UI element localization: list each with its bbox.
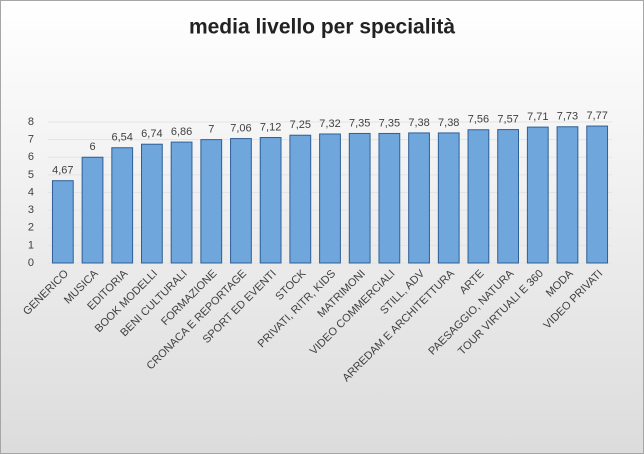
value-label: 7,73 <box>557 111 578 123</box>
y-tick-label: 1 <box>28 239 34 251</box>
y-tick-label: 0 <box>28 257 34 269</box>
value-label: 7 <box>208 124 214 136</box>
value-label: 6 <box>89 141 95 153</box>
value-label: 7,35 <box>379 117 400 129</box>
bar <box>289 134 312 264</box>
bar <box>51 180 74 264</box>
value-label: 7,77 <box>586 110 607 122</box>
value-label: 4,67 <box>52 165 73 177</box>
y-tick-label: 4 <box>28 186 34 198</box>
value-label: 7,25 <box>290 119 311 131</box>
value-label: 7,38 <box>438 117 459 129</box>
bar <box>81 156 104 264</box>
bar <box>141 143 163 264</box>
value-label: 7,35 <box>349 117 370 129</box>
y-tick-label: 7 <box>28 134 34 146</box>
bar <box>467 129 490 264</box>
bar <box>378 132 401 264</box>
value-label: 7,71 <box>527 111 548 123</box>
chart-title: media livello per specialità <box>189 16 455 39</box>
bar <box>319 133 341 264</box>
bar <box>408 132 430 264</box>
value-label: 6,86 <box>171 126 192 138</box>
y-tick-label: 8 <box>28 116 34 128</box>
bar <box>497 129 519 264</box>
bar <box>348 132 371 264</box>
value-label: 7,32 <box>319 118 340 130</box>
bar <box>556 126 579 264</box>
value-label: 7,38 <box>408 117 429 129</box>
value-label: 6,74 <box>141 128 162 140</box>
bar <box>230 138 252 264</box>
y-tick-label: 5 <box>28 169 34 181</box>
bar <box>259 137 282 264</box>
bar <box>111 147 134 264</box>
y-tick-label: 6 <box>28 151 34 163</box>
y-tick-label: 2 <box>28 222 34 234</box>
value-label: 6,54 <box>111 132 132 144</box>
value-label: 7,12 <box>260 121 281 133</box>
bar <box>200 139 223 264</box>
value-label: 7,06 <box>230 122 251 134</box>
value-label: 7,56 <box>468 114 489 126</box>
bar <box>437 132 460 264</box>
value-label: 7,57 <box>497 113 518 125</box>
bar <box>586 125 609 264</box>
y-tick-label: 3 <box>28 204 34 216</box>
bar <box>170 141 193 264</box>
bar <box>526 126 549 264</box>
